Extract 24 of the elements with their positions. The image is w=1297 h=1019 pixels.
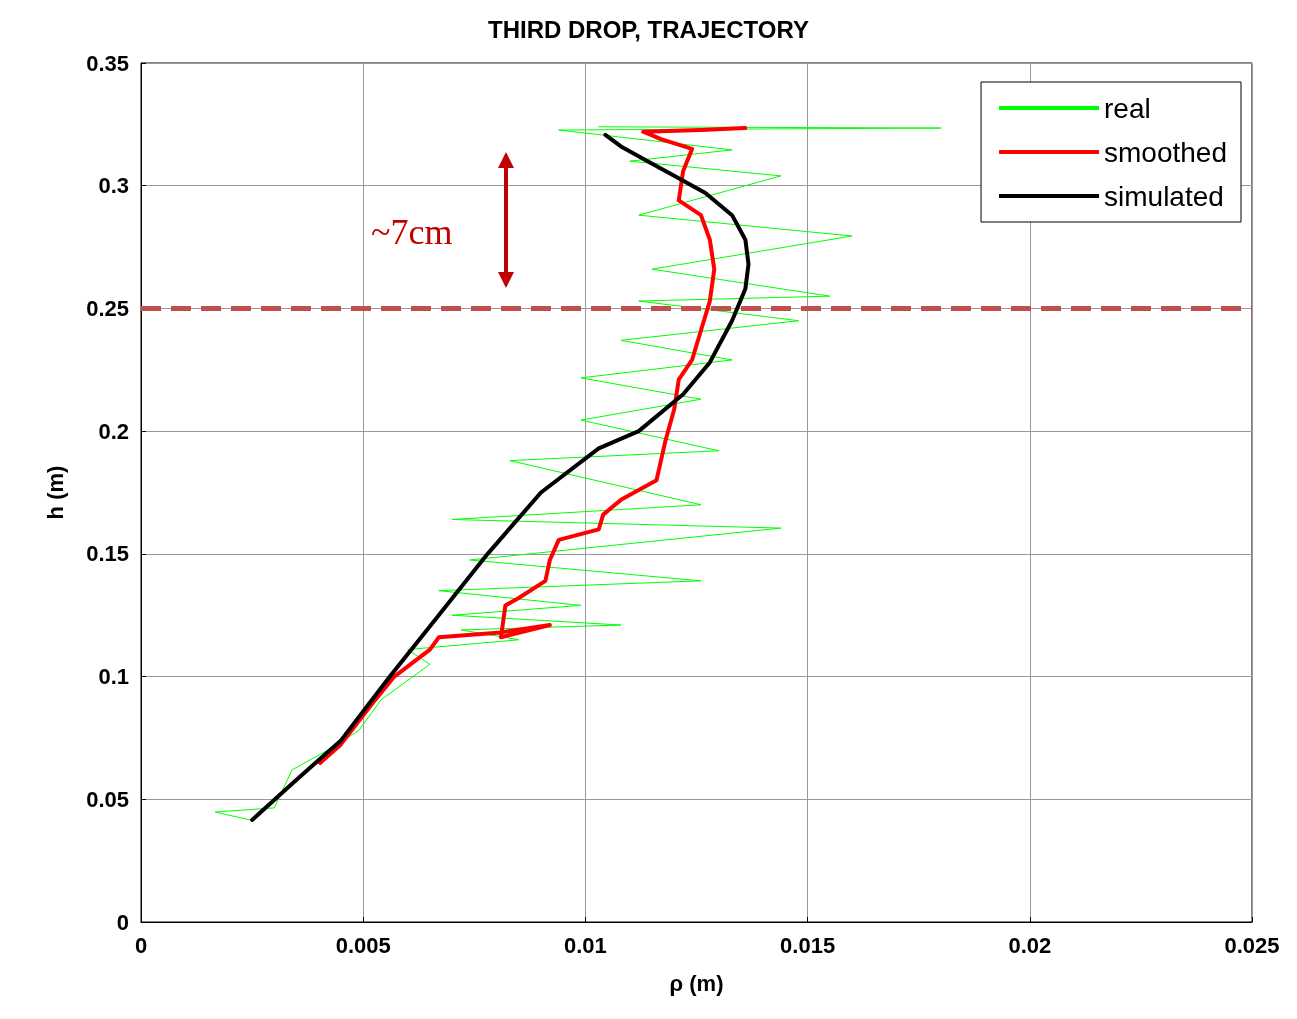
y-tick-label: 0.05 (86, 786, 129, 812)
x-tick-label: 0.015 (780, 932, 836, 958)
line-series (214, 126, 942, 821)
x-tick-label: 0.01 (563, 932, 607, 958)
x-tick-label: 0 (134, 932, 148, 958)
y-tick-label: 0 (116, 909, 129, 935)
y-axis-title: h (m) (42, 465, 68, 520)
y-tick-label: 0.3 (98, 173, 129, 199)
y-tick-label: 0.15 (86, 541, 129, 567)
x-tick-label: 0.005 (335, 932, 391, 958)
chart-title: THIRD DROP, TRAJECTORY (488, 15, 809, 43)
y-tick-label: 0.1 (98, 664, 129, 690)
legend-label: simulated (1104, 180, 1224, 212)
annotation: ~7cm (371, 212, 453, 252)
y-tick-label: 0.2 (98, 418, 129, 444)
y-tick-label: 0.35 (86, 50, 129, 76)
y-tick-label: 0.25 (86, 295, 129, 321)
line-series (318, 126, 748, 765)
legend-label: real (1104, 92, 1151, 124)
x-axis-title: ρ (m) (669, 970, 724, 996)
x-tick-label: 0.02 (1008, 932, 1052, 958)
x-tick-label: 0.025 (1224, 932, 1280, 958)
line-series (250, 132, 751, 822)
legend-label: smoothed (1104, 136, 1227, 168)
